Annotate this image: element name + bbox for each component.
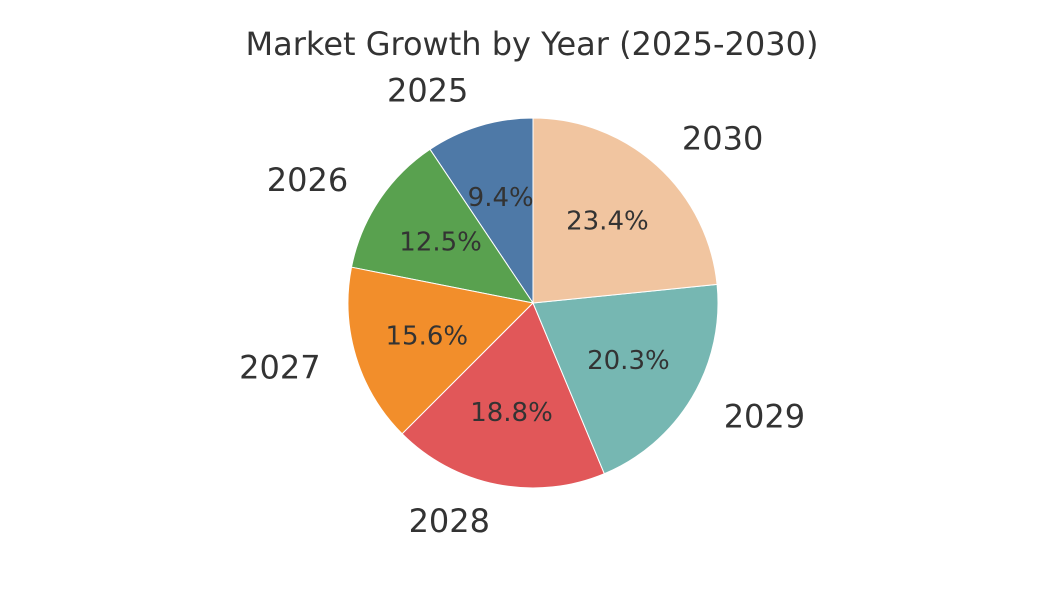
percent-label-2030: 23.4% <box>566 207 649 237</box>
pie-slice-2028 <box>401 302 605 489</box>
percent-label-2026: 12.5% <box>399 228 482 258</box>
percent-label-2025: 9.4% <box>468 183 534 213</box>
category-label-2030: 2030 <box>682 119 763 157</box>
percent-label-2027: 15.6% <box>385 321 468 351</box>
percent-label-2029: 20.3% <box>587 346 670 376</box>
category-labels: 2025 2026 2027 2028 2029 2030 <box>239 72 805 540</box>
pie-slice-2026 <box>350 148 535 304</box>
pie-slice-2029 <box>532 283 719 475</box>
pie-slice-2025 <box>429 117 534 305</box>
category-label-2027: 2027 <box>239 349 320 387</box>
category-label-2028: 2028 <box>409 502 490 540</box>
category-label-2026: 2026 <box>267 161 348 199</box>
category-label-2025: 2025 <box>387 72 468 110</box>
pie-slice-2027 <box>347 266 535 435</box>
pie-slice-2030 <box>532 117 718 304</box>
percentage-labels: 9.4% 12.5% 15.6% 18.8% 20.3% 23.4% <box>385 183 669 428</box>
pie-slices <box>347 117 719 489</box>
chart-title: Market Growth by Year (2025-2030) <box>246 25 819 63</box>
category-label-2029: 2029 <box>724 398 805 436</box>
percent-label-2028: 18.8% <box>470 398 553 428</box>
